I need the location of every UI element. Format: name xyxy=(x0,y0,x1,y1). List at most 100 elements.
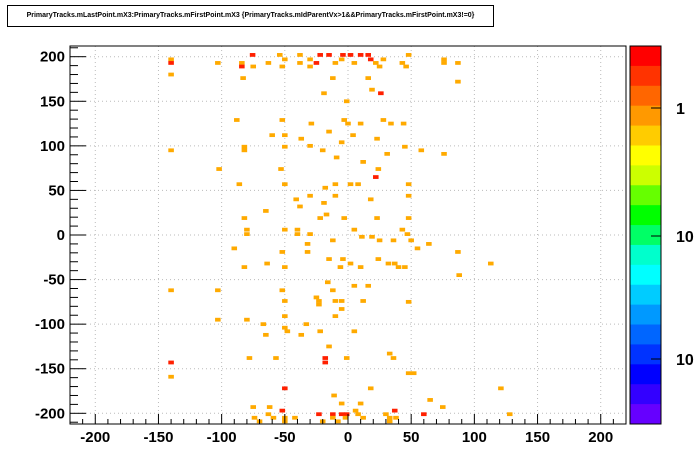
heatmap-cell xyxy=(244,227,250,232)
heatmap-cell xyxy=(321,91,327,96)
heatmap-cell xyxy=(427,398,433,402)
heatmap-cell xyxy=(298,332,305,337)
y-tick-label: 100 xyxy=(40,138,65,155)
heatmap-cell xyxy=(343,356,350,360)
x-tick-label: -150 xyxy=(143,429,173,446)
heatmap-cell xyxy=(330,288,336,293)
x-tick-label: 200 xyxy=(588,429,613,446)
heatmap-cell xyxy=(335,419,341,424)
heatmap-cell xyxy=(367,197,374,202)
heatmap-cell xyxy=(330,415,336,420)
heatmap-cell xyxy=(373,175,379,179)
y-tick-label: 150 xyxy=(40,93,65,110)
heatmap-cell xyxy=(351,227,358,232)
heatmap-cell xyxy=(384,151,390,156)
heatmap-cell xyxy=(266,405,273,409)
heatmap-cell xyxy=(347,182,354,187)
heatmap-cells xyxy=(168,53,513,424)
heatmap-cell xyxy=(322,356,329,360)
heatmap-cell xyxy=(249,53,256,57)
x-tick-label: 50 xyxy=(403,429,420,446)
heatmap-cell xyxy=(168,288,174,293)
heatmap-cell xyxy=(360,160,366,164)
heatmap-cell xyxy=(330,412,336,417)
heatmap-cell xyxy=(284,329,291,334)
heatmap-cell xyxy=(347,261,354,266)
heatmap-cell xyxy=(308,121,315,126)
heatmap-cell xyxy=(352,408,359,413)
heatmap-cell xyxy=(380,57,387,62)
heatmap-cell xyxy=(374,216,380,220)
heatmap-cell xyxy=(294,227,301,232)
heatmap-cell xyxy=(313,295,320,300)
y-tick-label: 0 xyxy=(57,227,65,244)
heatmap-cell xyxy=(390,238,397,243)
heatmap-cell xyxy=(506,412,513,417)
heatmap-cell xyxy=(365,53,371,57)
color-swatch xyxy=(630,65,661,87)
heatmap-cell xyxy=(303,322,310,327)
color-swatch xyxy=(630,205,661,226)
heatmap-cell xyxy=(338,412,345,417)
heatmap-cell xyxy=(332,61,339,65)
color-swatch xyxy=(630,125,661,146)
heatmap-cell xyxy=(404,232,411,236)
heatmap-cell xyxy=(351,283,358,288)
heatmap-cell xyxy=(342,415,349,420)
heatmap-cell xyxy=(405,216,412,220)
y-tick-label: -150 xyxy=(35,361,65,378)
chart-title: PrimaryTracks.mLastPoint.mX3:PrimaryTrac… xyxy=(7,5,494,27)
heatmap-cell xyxy=(293,197,299,202)
heatmap-cell xyxy=(282,265,288,269)
heatmap-cell xyxy=(323,212,330,217)
heatmap-cell xyxy=(279,64,286,69)
heatmap-cell xyxy=(388,121,394,126)
heatmap-cell xyxy=(236,182,243,187)
color-swatch xyxy=(630,304,661,326)
heatmap-cell xyxy=(338,401,345,406)
heatmap-cell xyxy=(325,280,331,285)
heatmap-cell xyxy=(321,201,327,205)
color-swatch xyxy=(630,384,661,405)
heatmap-cell xyxy=(386,415,393,420)
heatmap-cell xyxy=(278,167,284,171)
heatmap-cell xyxy=(374,136,380,141)
heatmap-cell xyxy=(399,227,406,232)
heatmap-cell xyxy=(244,232,250,236)
color-swatch xyxy=(630,185,661,206)
heatmap-cell xyxy=(350,133,356,138)
heatmap-cell xyxy=(282,227,288,232)
heatmap-cell xyxy=(239,64,245,69)
heatmap-cell xyxy=(234,118,240,122)
heatmap-cell xyxy=(241,265,248,269)
heatmap-cell xyxy=(294,232,301,236)
heatmap-cell xyxy=(282,299,288,303)
heatmap-cell xyxy=(269,133,275,138)
heatmap-cell xyxy=(263,209,269,213)
color-swatch xyxy=(630,324,661,345)
heatmap-cell xyxy=(365,283,371,288)
heatmap-cell xyxy=(343,412,350,417)
heatmap-cell xyxy=(488,261,494,266)
heatmap-cell xyxy=(260,322,267,327)
heatmap-cell xyxy=(455,61,461,65)
heatmap-cell xyxy=(405,193,412,198)
heatmap-cell xyxy=(391,408,398,413)
colorbar-label: 1 xyxy=(676,101,685,118)
heatmap-cell xyxy=(331,393,337,398)
heatmap-cell xyxy=(405,182,412,187)
colorbar-label: 10 xyxy=(676,229,694,246)
heatmap-cell xyxy=(316,299,322,303)
heatmap-cell xyxy=(276,53,283,57)
color-swatch xyxy=(630,404,661,425)
heatmap-cell xyxy=(298,136,305,141)
heatmap-cell xyxy=(241,216,248,220)
heatmap-cell xyxy=(418,148,425,153)
heatmap-cell xyxy=(307,193,313,198)
heatmap-cell xyxy=(338,57,345,62)
y-tick-label: 50 xyxy=(48,182,65,199)
heatmap-cell xyxy=(316,302,322,307)
heatmap-cell xyxy=(340,53,346,57)
heatmap-cell xyxy=(405,371,412,376)
heatmap-cell xyxy=(265,412,272,417)
